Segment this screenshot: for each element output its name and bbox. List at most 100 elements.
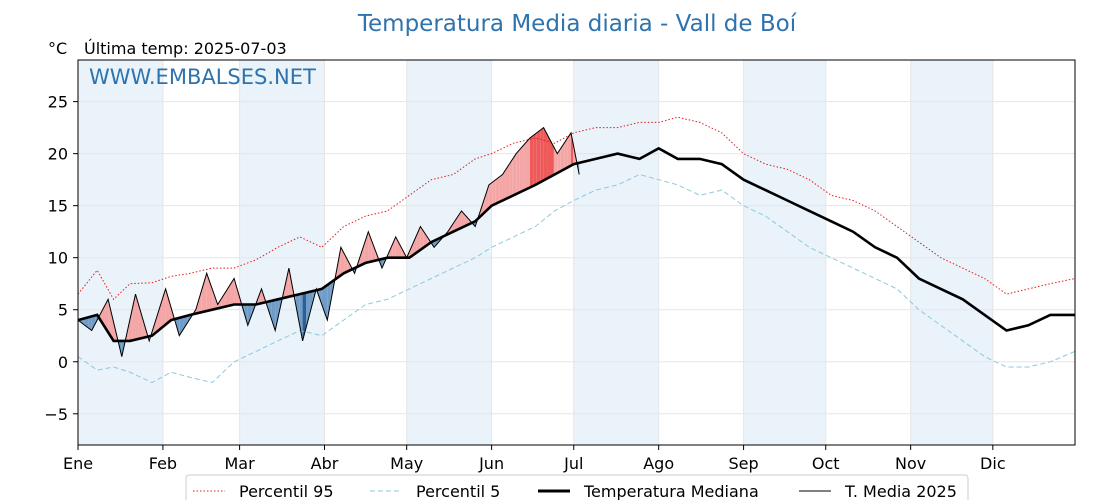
fill-above-median <box>142 317 146 339</box>
fill-below-median <box>183 315 188 330</box>
legend-label-current: T. Media 2025 <box>844 482 957 500</box>
fill-above-median <box>128 309 133 341</box>
fill-below-median <box>244 304 248 326</box>
fill-above-median <box>488 182 493 209</box>
fill-below-median <box>299 293 303 341</box>
month-band-mar <box>239 60 325 445</box>
fill-above-median <box>217 298 222 309</box>
fill-below-median <box>247 304 252 326</box>
fill-above-median <box>464 214 469 227</box>
chart-title: Temperatura Media diaria - Vall de Boí <box>357 11 797 37</box>
fill-below-median <box>271 299 276 331</box>
x-tick-label: Abr <box>311 454 339 473</box>
fill-above-median <box>413 234 417 255</box>
fill-below-median <box>268 300 272 321</box>
fill-below-median <box>302 292 307 341</box>
unit-label: °C <box>48 39 67 58</box>
x-tick-label: Jul <box>563 454 583 473</box>
fill-above-median <box>153 314 158 335</box>
x-tick-label: Ago <box>643 454 674 473</box>
series-percentil-95 <box>77 116 1076 301</box>
fill-above-median <box>388 244 393 258</box>
fill-above-median <box>567 132 572 168</box>
x-tick-label: Sep <box>729 454 759 473</box>
fill-above-median <box>509 158 513 198</box>
fill-above-median <box>138 305 143 339</box>
fill-above-median <box>212 288 215 310</box>
fill-below-median <box>88 316 92 331</box>
fill-above-median <box>410 242 414 258</box>
fill-above-median <box>553 147 558 175</box>
fill-above-median <box>395 236 399 258</box>
fill-above-median <box>547 134 551 179</box>
fill-above-median <box>529 135 534 188</box>
fill-above-median <box>499 174 503 203</box>
fill-above-median <box>461 210 465 228</box>
fill-above-median <box>340 247 345 276</box>
fill-above-median <box>108 299 112 338</box>
legend-label-p95: Percentil 95 <box>239 482 334 500</box>
x-tick-label: Ene <box>63 454 93 473</box>
y-tick-label: 20 <box>48 145 68 164</box>
fill-above-median <box>454 216 459 232</box>
fill-below-median <box>275 299 279 331</box>
month-band-nov <box>910 60 993 445</box>
fill-above-median <box>203 273 207 312</box>
x-tick-label: Jun <box>478 454 504 473</box>
fill-above-median <box>392 236 396 258</box>
fill-below-median <box>179 316 184 336</box>
fill-above-median <box>361 242 365 265</box>
fill-above-median <box>557 148 561 173</box>
fill-above-median <box>523 141 527 191</box>
fill-above-median <box>258 288 262 305</box>
fill-above-median <box>516 149 520 194</box>
fill-above-median <box>234 278 238 305</box>
fill-above-median <box>495 177 500 204</box>
fill-above-median <box>451 221 455 233</box>
fill-above-median <box>198 291 202 313</box>
fill-above-median <box>492 179 496 206</box>
fill-above-median <box>482 195 486 215</box>
fill-above-median <box>533 132 537 186</box>
fill-above-median <box>550 140 554 177</box>
fill-above-median <box>230 278 235 306</box>
fill-above-median <box>99 307 105 326</box>
fill-below-median <box>309 291 313 315</box>
fill-above-median <box>536 130 541 185</box>
plot-frame <box>77 59 1076 446</box>
fill-above-median <box>526 138 530 190</box>
x-tick-label: Nov <box>895 454 926 473</box>
fill-above-median <box>502 169 506 201</box>
fill-above-median <box>161 288 166 328</box>
fill-above-median <box>564 138 568 170</box>
fill-above-median <box>285 268 289 298</box>
legend-box <box>185 474 969 500</box>
last-temp-label: Última temp: 2025-07-03 <box>84 39 287 58</box>
x-tick-label: Oct <box>812 454 840 473</box>
fill-above-median <box>560 143 565 172</box>
chart-legend: Percentil 95 Percentil 5 Temperatura Med… <box>185 474 969 500</box>
fill-above-median <box>371 240 376 262</box>
fill-above-median <box>206 273 210 312</box>
fill-above-median <box>111 313 115 341</box>
fill-above-median <box>344 253 348 273</box>
month-band-sep <box>743 60 826 445</box>
fill-above-median <box>132 294 136 341</box>
fill-above-median <box>135 294 139 340</box>
x-tick-label: Dic <box>980 454 1006 473</box>
fill-above-median <box>104 299 109 333</box>
y-tick-label: −5 <box>44 405 68 424</box>
fill-above-median <box>398 242 402 258</box>
fill-above-median <box>221 291 226 308</box>
y-tick-label: 10 <box>48 249 68 268</box>
month-band-jul <box>573 60 659 445</box>
legend-label-p5: Percentil 5 <box>416 482 500 500</box>
fill-below-median <box>306 291 310 328</box>
fill-above-median <box>401 247 404 258</box>
fill-above-median <box>540 127 544 183</box>
fill-below-median <box>91 315 96 331</box>
fill-above-median <box>169 300 173 322</box>
fill-above-median <box>505 164 510 199</box>
y-tick-label: 5 <box>58 301 68 320</box>
